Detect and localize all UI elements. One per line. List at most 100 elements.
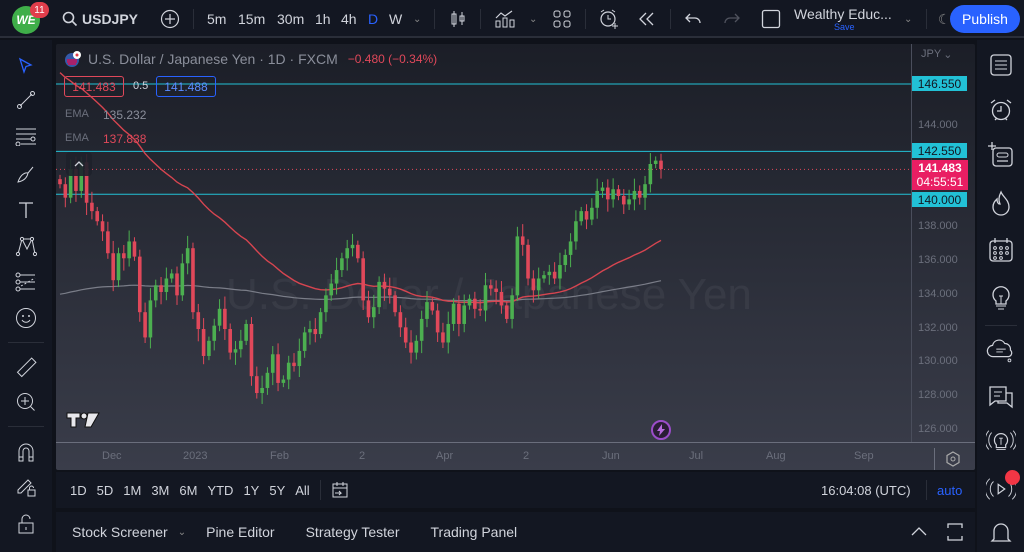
candle-body[interactable] xyxy=(63,184,68,198)
candle-body[interactable] xyxy=(185,248,190,264)
range-all[interactable]: All xyxy=(295,482,310,498)
candle-body[interactable] xyxy=(371,307,376,318)
candle-body[interactable] xyxy=(286,362,291,380)
candle-body[interactable] xyxy=(302,332,307,351)
candle-body[interactable] xyxy=(281,379,286,383)
candle-body[interactable] xyxy=(387,288,392,296)
candle-body[interactable] xyxy=(223,308,227,330)
range-1m[interactable]: 1M xyxy=(123,482,142,498)
theme-moon-icon[interactable]: ☾ xyxy=(938,10,951,27)
candle-body[interactable] xyxy=(531,278,536,291)
candle-body[interactable] xyxy=(606,187,610,200)
candle-body[interactable] xyxy=(451,303,456,324)
candle-body[interactable] xyxy=(568,241,573,255)
interval-5m[interactable]: 5m xyxy=(207,11,227,27)
candle-body[interactable] xyxy=(106,231,110,254)
range-5y[interactable]: 5Y xyxy=(269,482,286,498)
candle-body[interactable] xyxy=(111,253,115,281)
candle-body[interactable] xyxy=(169,273,174,279)
candle-body[interactable] xyxy=(643,184,647,198)
tab-stock-screener[interactable]: Stock Screener xyxy=(72,524,168,540)
maximize-panel-icon[interactable] xyxy=(946,522,964,542)
candle-body[interactable] xyxy=(127,241,131,259)
zoom-in-tool[interactable] xyxy=(12,388,40,416)
emoji-tool[interactable] xyxy=(12,304,40,332)
currency-selector[interactable]: JPY ⌄ xyxy=(921,48,953,61)
tab-pine-editor[interactable]: Pine Editor xyxy=(206,524,275,540)
candle-body[interactable] xyxy=(239,340,243,350)
candle-body[interactable] xyxy=(79,162,84,191)
candle-body[interactable] xyxy=(627,199,631,205)
layout-name-menu[interactable]: Wealthy Educ... Save xyxy=(794,0,892,38)
fullscreen-toggle[interactable] xyxy=(761,0,781,38)
candle-body[interactable] xyxy=(58,179,62,185)
indicators-dropdown-chevron-icon[interactable]: ⌄ xyxy=(529,13,538,25)
candle-body[interactable] xyxy=(473,298,477,309)
candle-body[interactable] xyxy=(143,312,147,338)
hline-tag-142550[interactable]: 142.550 xyxy=(912,143,967,158)
chart-type-button[interactable] xyxy=(449,0,467,38)
brush-tool[interactable] xyxy=(12,160,40,188)
candle-body[interactable] xyxy=(600,187,605,191)
goto-date-calendar-icon[interactable] xyxy=(331,481,349,499)
candle-body[interactable] xyxy=(148,300,153,338)
candle-body[interactable] xyxy=(441,332,445,343)
candle-body[interactable] xyxy=(361,258,365,301)
candle-body[interactable] xyxy=(207,340,211,356)
text-tool[interactable] xyxy=(12,196,40,224)
candle-body[interactable] xyxy=(616,189,621,196)
candle-body[interactable] xyxy=(520,236,525,245)
auto-scale-toggle[interactable]: auto xyxy=(937,482,963,498)
candle-body[interactable] xyxy=(217,308,222,326)
candle-body[interactable] xyxy=(499,291,504,306)
candle-body[interactable] xyxy=(308,329,312,333)
magnet-tool[interactable] xyxy=(12,438,40,466)
chart-pane[interactable]: U.S. Dollar / Japanese Yen xyxy=(56,44,975,470)
candle-body[interactable] xyxy=(175,273,179,296)
range-1d[interactable]: 1D xyxy=(70,482,87,498)
candle-body[interactable] xyxy=(419,318,424,341)
candle-body[interactable] xyxy=(90,202,94,212)
candle-body[interactable] xyxy=(467,298,472,306)
candle-body[interactable] xyxy=(542,275,546,279)
compare-add-button[interactable] xyxy=(160,0,180,38)
candle-body[interactable] xyxy=(68,169,73,198)
candle-body[interactable] xyxy=(637,190,642,198)
candle-body[interactable] xyxy=(191,248,195,313)
redo-button[interactable] xyxy=(724,0,740,38)
candle-body[interactable] xyxy=(510,295,514,319)
price-axis[interactable]: JPY ⌄ xyxy=(911,44,975,442)
range-5d[interactable]: 5D xyxy=(96,482,114,498)
candle-body[interactable] xyxy=(244,323,248,341)
live-broadcast-button[interactable] xyxy=(986,474,1016,504)
candle-body[interactable] xyxy=(377,281,381,308)
candle-body[interactable] xyxy=(116,253,121,281)
tab-trading-panel[interactable]: Trading Panel xyxy=(430,524,518,540)
chart-settings-button[interactable] xyxy=(934,448,961,470)
candle-body[interactable] xyxy=(153,285,158,301)
candle-body[interactable] xyxy=(526,244,530,279)
candle-body[interactable] xyxy=(547,271,552,276)
measure-tool[interactable] xyxy=(12,354,40,382)
candle-body[interactable] xyxy=(515,236,520,296)
trend-line-tool[interactable] xyxy=(12,86,40,114)
candle-body[interactable] xyxy=(74,169,78,191)
alert-button[interactable] xyxy=(598,0,620,38)
ideas-button[interactable] xyxy=(986,282,1016,312)
layout-dropdown-chevron-icon[interactable]: ⌄ xyxy=(904,13,913,25)
object-tree-button[interactable] xyxy=(986,140,1016,170)
collapse-legend-button[interactable] xyxy=(66,152,92,176)
lock-all-tool[interactable] xyxy=(12,510,40,538)
replay-button[interactable] xyxy=(638,0,656,38)
candle-body[interactable] xyxy=(350,244,355,249)
tab-strategy-tester[interactable]: Strategy Tester xyxy=(305,524,400,540)
candle-body[interactable] xyxy=(345,248,350,259)
candle-body[interactable] xyxy=(446,323,451,343)
candle-body[interactable] xyxy=(201,329,206,356)
interval-1h[interactable]: 1h xyxy=(315,11,331,27)
symbol-search[interactable]: USDJPY xyxy=(62,0,138,38)
ema-fast-label[interactable]: EMA xyxy=(65,132,89,144)
cursor-tool[interactable] xyxy=(12,52,40,80)
candle-body[interactable] xyxy=(409,342,413,353)
candle-body[interactable] xyxy=(356,244,360,259)
